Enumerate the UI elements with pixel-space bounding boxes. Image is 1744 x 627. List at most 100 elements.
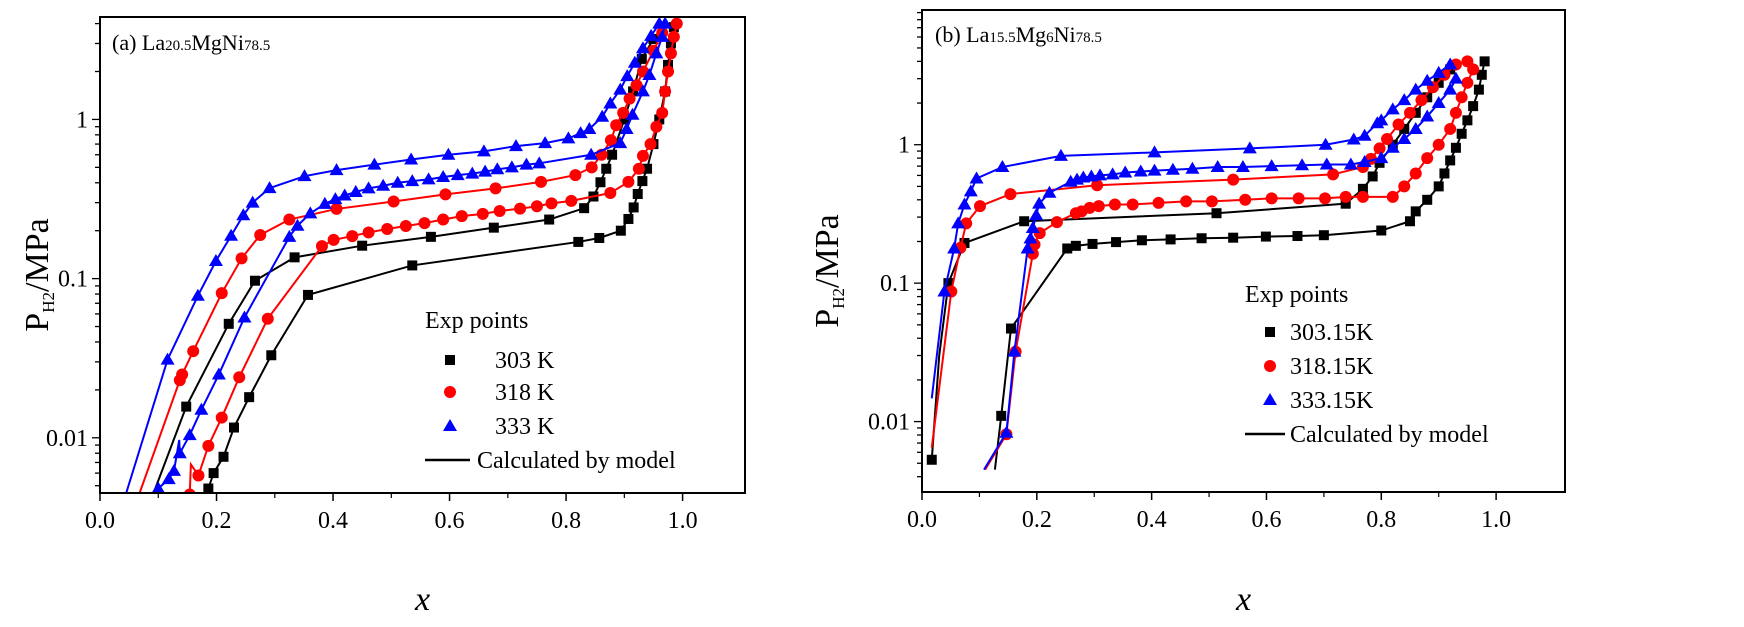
- y-tick-label: 0.01: [46, 426, 88, 452]
- data-point: [595, 177, 606, 188]
- data-point: [1409, 167, 1422, 180]
- data-point: [1042, 185, 1057, 198]
- data-point: [1019, 216, 1030, 227]
- data-point: [1357, 155, 1372, 168]
- data-point: [315, 240, 328, 253]
- y-label-part: /MPa: [19, 218, 56, 292]
- data-point: [1083, 201, 1096, 214]
- data-point: [302, 289, 313, 300]
- x-tick-label: 0.0: [85, 508, 115, 534]
- data-point: [1004, 188, 1017, 201]
- data-point: [627, 55, 642, 68]
- data-point: [224, 228, 239, 241]
- title-part: 78.5: [244, 38, 270, 54]
- data-point: [151, 481, 165, 493]
- data-point: [362, 226, 375, 239]
- data-point: [579, 203, 590, 214]
- data-point: [1357, 128, 1372, 141]
- data-point: [656, 106, 669, 119]
- data-point: [215, 411, 228, 424]
- data-point: [667, 30, 680, 43]
- data-point: [166, 463, 181, 476]
- x-tick-label: 0.4: [318, 508, 348, 534]
- data-point: [223, 318, 234, 329]
- data-point: [926, 454, 937, 465]
- title-part: MgNi: [191, 30, 244, 55]
- series-31815K: [930, 55, 1480, 471]
- legend-label: 303.15K: [1290, 320, 1374, 346]
- data-point: [1133, 164, 1148, 177]
- model-curve: [125, 23, 661, 493]
- data-point: [1343, 157, 1358, 170]
- data-point: [330, 202, 343, 215]
- data-point: [183, 488, 196, 493]
- data-point: [655, 29, 670, 42]
- data-point: [1397, 93, 1412, 106]
- data-point: [514, 202, 527, 215]
- data-point: [1399, 123, 1410, 134]
- data-point: [182, 428, 197, 441]
- data-point: [1374, 113, 1389, 126]
- data-point: [620, 69, 635, 82]
- data-point: [1032, 196, 1047, 209]
- model-curve: [993, 61, 1486, 470]
- data-point: [192, 469, 205, 482]
- data-point: [943, 278, 954, 289]
- data-point: [644, 28, 659, 41]
- data-point: [642, 68, 657, 81]
- data-point: [630, 79, 643, 92]
- data-point: [439, 188, 452, 201]
- x-tick-label: 0.0: [907, 507, 937, 533]
- data-point: [1444, 122, 1457, 135]
- data-point: [619, 122, 634, 135]
- title-part: 20.5: [165, 38, 191, 54]
- data-point: [951, 216, 966, 229]
- x-tick-label: 0.8: [1366, 507, 1396, 533]
- y-label-part: /MPa: [809, 214, 846, 288]
- model-curve: [188, 23, 678, 493]
- data-point: [228, 422, 239, 433]
- data-point: [670, 17, 683, 30]
- data-point: [1111, 237, 1122, 248]
- data-point: [561, 131, 576, 144]
- data-point: [594, 232, 605, 243]
- data-point: [1070, 240, 1081, 251]
- data-point: [478, 164, 493, 177]
- data-point: [535, 175, 548, 188]
- plot-frame: [99, 16, 746, 494]
- data-point: [632, 189, 643, 200]
- data-point: [1443, 82, 1458, 95]
- data-point: [1152, 196, 1165, 209]
- data-point: [532, 156, 547, 169]
- data-point: [636, 53, 647, 64]
- data-point: [190, 288, 205, 301]
- data-point: [1398, 180, 1411, 193]
- data-point: [1242, 141, 1257, 154]
- data-point: [249, 275, 260, 286]
- data-point: [187, 345, 200, 358]
- data-point: [604, 134, 617, 147]
- data-point: [1136, 235, 1147, 246]
- legend-title: Exp points: [425, 308, 528, 334]
- data-point: [421, 172, 436, 185]
- data-point: [1397, 131, 1412, 144]
- data-point: [1386, 190, 1399, 203]
- legend-marker: [1263, 393, 1277, 405]
- data-point: [1410, 206, 1421, 217]
- data-point: [623, 213, 634, 224]
- title-part: 6: [1046, 30, 1054, 46]
- data-point: [573, 236, 584, 247]
- series-333K: [125, 17, 673, 493]
- x-axis-label: x: [1235, 581, 1251, 618]
- data-point: [1376, 225, 1387, 236]
- data-point: [327, 233, 340, 246]
- data-point: [508, 139, 523, 152]
- x-tick-label: 0.2: [1022, 507, 1052, 533]
- data-point: [1403, 106, 1416, 119]
- data-point: [1420, 73, 1435, 86]
- data-point: [437, 213, 450, 226]
- data-point: [617, 106, 630, 119]
- data-point: [1105, 167, 1120, 180]
- data-point: [1210, 160, 1225, 173]
